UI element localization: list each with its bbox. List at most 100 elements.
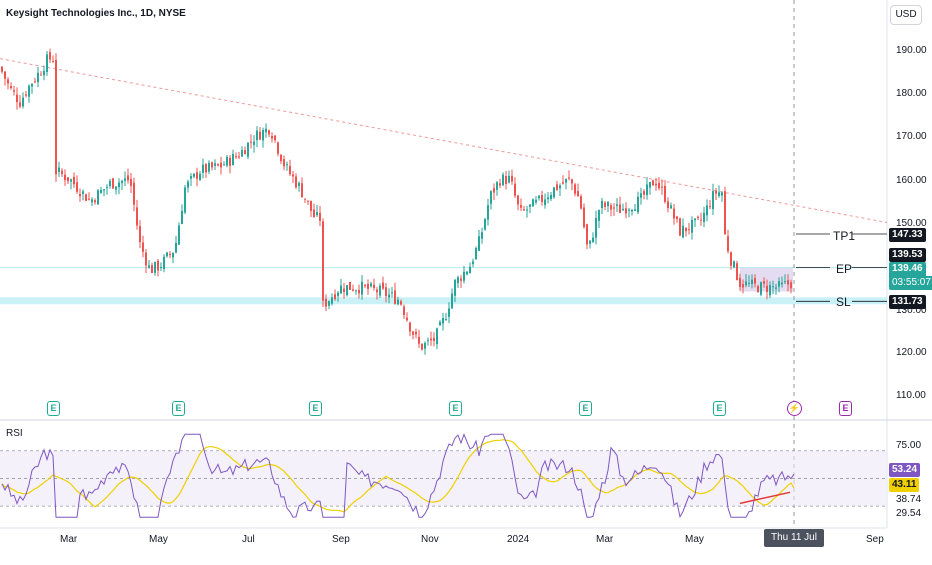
candle bbox=[400, 301, 402, 305]
candle bbox=[220, 162, 222, 168]
candle bbox=[586, 224, 588, 245]
candle bbox=[685, 227, 687, 232]
chart-canvas[interactable] bbox=[0, 0, 932, 550]
candle bbox=[556, 184, 558, 190]
candle bbox=[22, 97, 24, 107]
time-axis-tick: May bbox=[149, 534, 168, 545]
candle bbox=[19, 102, 21, 107]
candle bbox=[511, 175, 513, 182]
candle bbox=[382, 282, 384, 289]
candle bbox=[619, 204, 621, 214]
candle bbox=[154, 261, 156, 273]
candle bbox=[694, 218, 696, 221]
candle bbox=[115, 186, 117, 190]
candle bbox=[427, 340, 429, 342]
candle bbox=[631, 209, 633, 212]
candle bbox=[292, 174, 294, 177]
candle bbox=[634, 209, 636, 211]
candle bbox=[535, 199, 537, 203]
candle bbox=[310, 200, 312, 211]
candle bbox=[775, 287, 777, 289]
candle bbox=[250, 141, 252, 143]
candle bbox=[352, 289, 354, 291]
candle bbox=[718, 192, 720, 196]
candle bbox=[277, 142, 279, 154]
candle bbox=[628, 209, 630, 211]
candle bbox=[64, 174, 66, 181]
candle bbox=[298, 182, 300, 187]
candle bbox=[574, 184, 576, 194]
candle bbox=[763, 281, 765, 284]
candle bbox=[787, 280, 789, 285]
earnings-icon[interactable]: E bbox=[713, 401, 726, 416]
candle bbox=[487, 205, 489, 220]
rsi-label: RSI bbox=[6, 428, 23, 439]
candle bbox=[463, 271, 465, 281]
candle bbox=[169, 254, 171, 256]
candle bbox=[268, 130, 270, 135]
candle bbox=[373, 284, 375, 288]
candle bbox=[226, 156, 228, 166]
candle bbox=[724, 191, 726, 235]
future-earnings-icon[interactable]: E bbox=[839, 401, 852, 416]
candle bbox=[340, 285, 342, 294]
candle bbox=[328, 301, 330, 306]
candle bbox=[223, 164, 225, 166]
candle bbox=[604, 202, 606, 207]
candle bbox=[88, 198, 90, 200]
candle bbox=[646, 184, 648, 196]
candle bbox=[499, 183, 501, 186]
price-axis-tick: 150.00 bbox=[896, 218, 927, 229]
candle bbox=[559, 185, 561, 189]
currency-button[interactable]: USD bbox=[890, 5, 922, 25]
candle bbox=[553, 187, 555, 198]
candle bbox=[4, 71, 6, 79]
candle bbox=[364, 284, 366, 286]
candle bbox=[754, 277, 756, 284]
candle bbox=[691, 219, 693, 233]
earnings-icon[interactable]: E bbox=[579, 401, 592, 416]
candle bbox=[52, 61, 54, 63]
candle bbox=[415, 331, 417, 335]
candle bbox=[211, 162, 213, 168]
candle bbox=[202, 164, 204, 173]
candle bbox=[232, 153, 234, 166]
candle bbox=[289, 165, 291, 175]
candle bbox=[727, 236, 729, 252]
candle bbox=[376, 289, 378, 293]
candle bbox=[388, 294, 390, 298]
candle bbox=[508, 175, 510, 183]
candle bbox=[469, 266, 471, 274]
earnings-icon[interactable]: E bbox=[172, 401, 185, 416]
candle bbox=[118, 182, 120, 188]
candle bbox=[163, 256, 165, 270]
candle bbox=[772, 286, 774, 288]
symbol-title: Keysight Technologies Inc., 1D, NYSE bbox=[6, 8, 186, 19]
candle bbox=[28, 85, 30, 97]
candle bbox=[541, 194, 543, 202]
flash-event-icon[interactable]: ⚡ bbox=[787, 401, 802, 416]
candle bbox=[493, 188, 495, 193]
candle bbox=[652, 180, 654, 186]
candle bbox=[235, 156, 237, 158]
candle bbox=[13, 90, 15, 92]
earnings-icon[interactable]: E bbox=[309, 401, 322, 416]
candle bbox=[568, 177, 570, 179]
earnings-icon[interactable]: E bbox=[47, 401, 60, 416]
candle bbox=[145, 252, 147, 266]
candle bbox=[460, 278, 462, 281]
candle bbox=[538, 195, 540, 199]
candle bbox=[82, 191, 84, 194]
rsi-tick-29: 29.54 bbox=[896, 508, 922, 519]
sl-label: SL bbox=[836, 295, 851, 309]
candle bbox=[73, 176, 75, 185]
candle bbox=[91, 199, 93, 203]
price-axis-tick: 160.00 bbox=[896, 175, 927, 186]
candle bbox=[181, 210, 183, 224]
rsi-value-tag: 53.24 bbox=[889, 463, 921, 477]
candle bbox=[274, 135, 276, 141]
candle bbox=[130, 179, 132, 186]
earnings-icon[interactable]: E bbox=[449, 401, 462, 416]
candle bbox=[106, 186, 108, 188]
candle bbox=[76, 182, 78, 192]
